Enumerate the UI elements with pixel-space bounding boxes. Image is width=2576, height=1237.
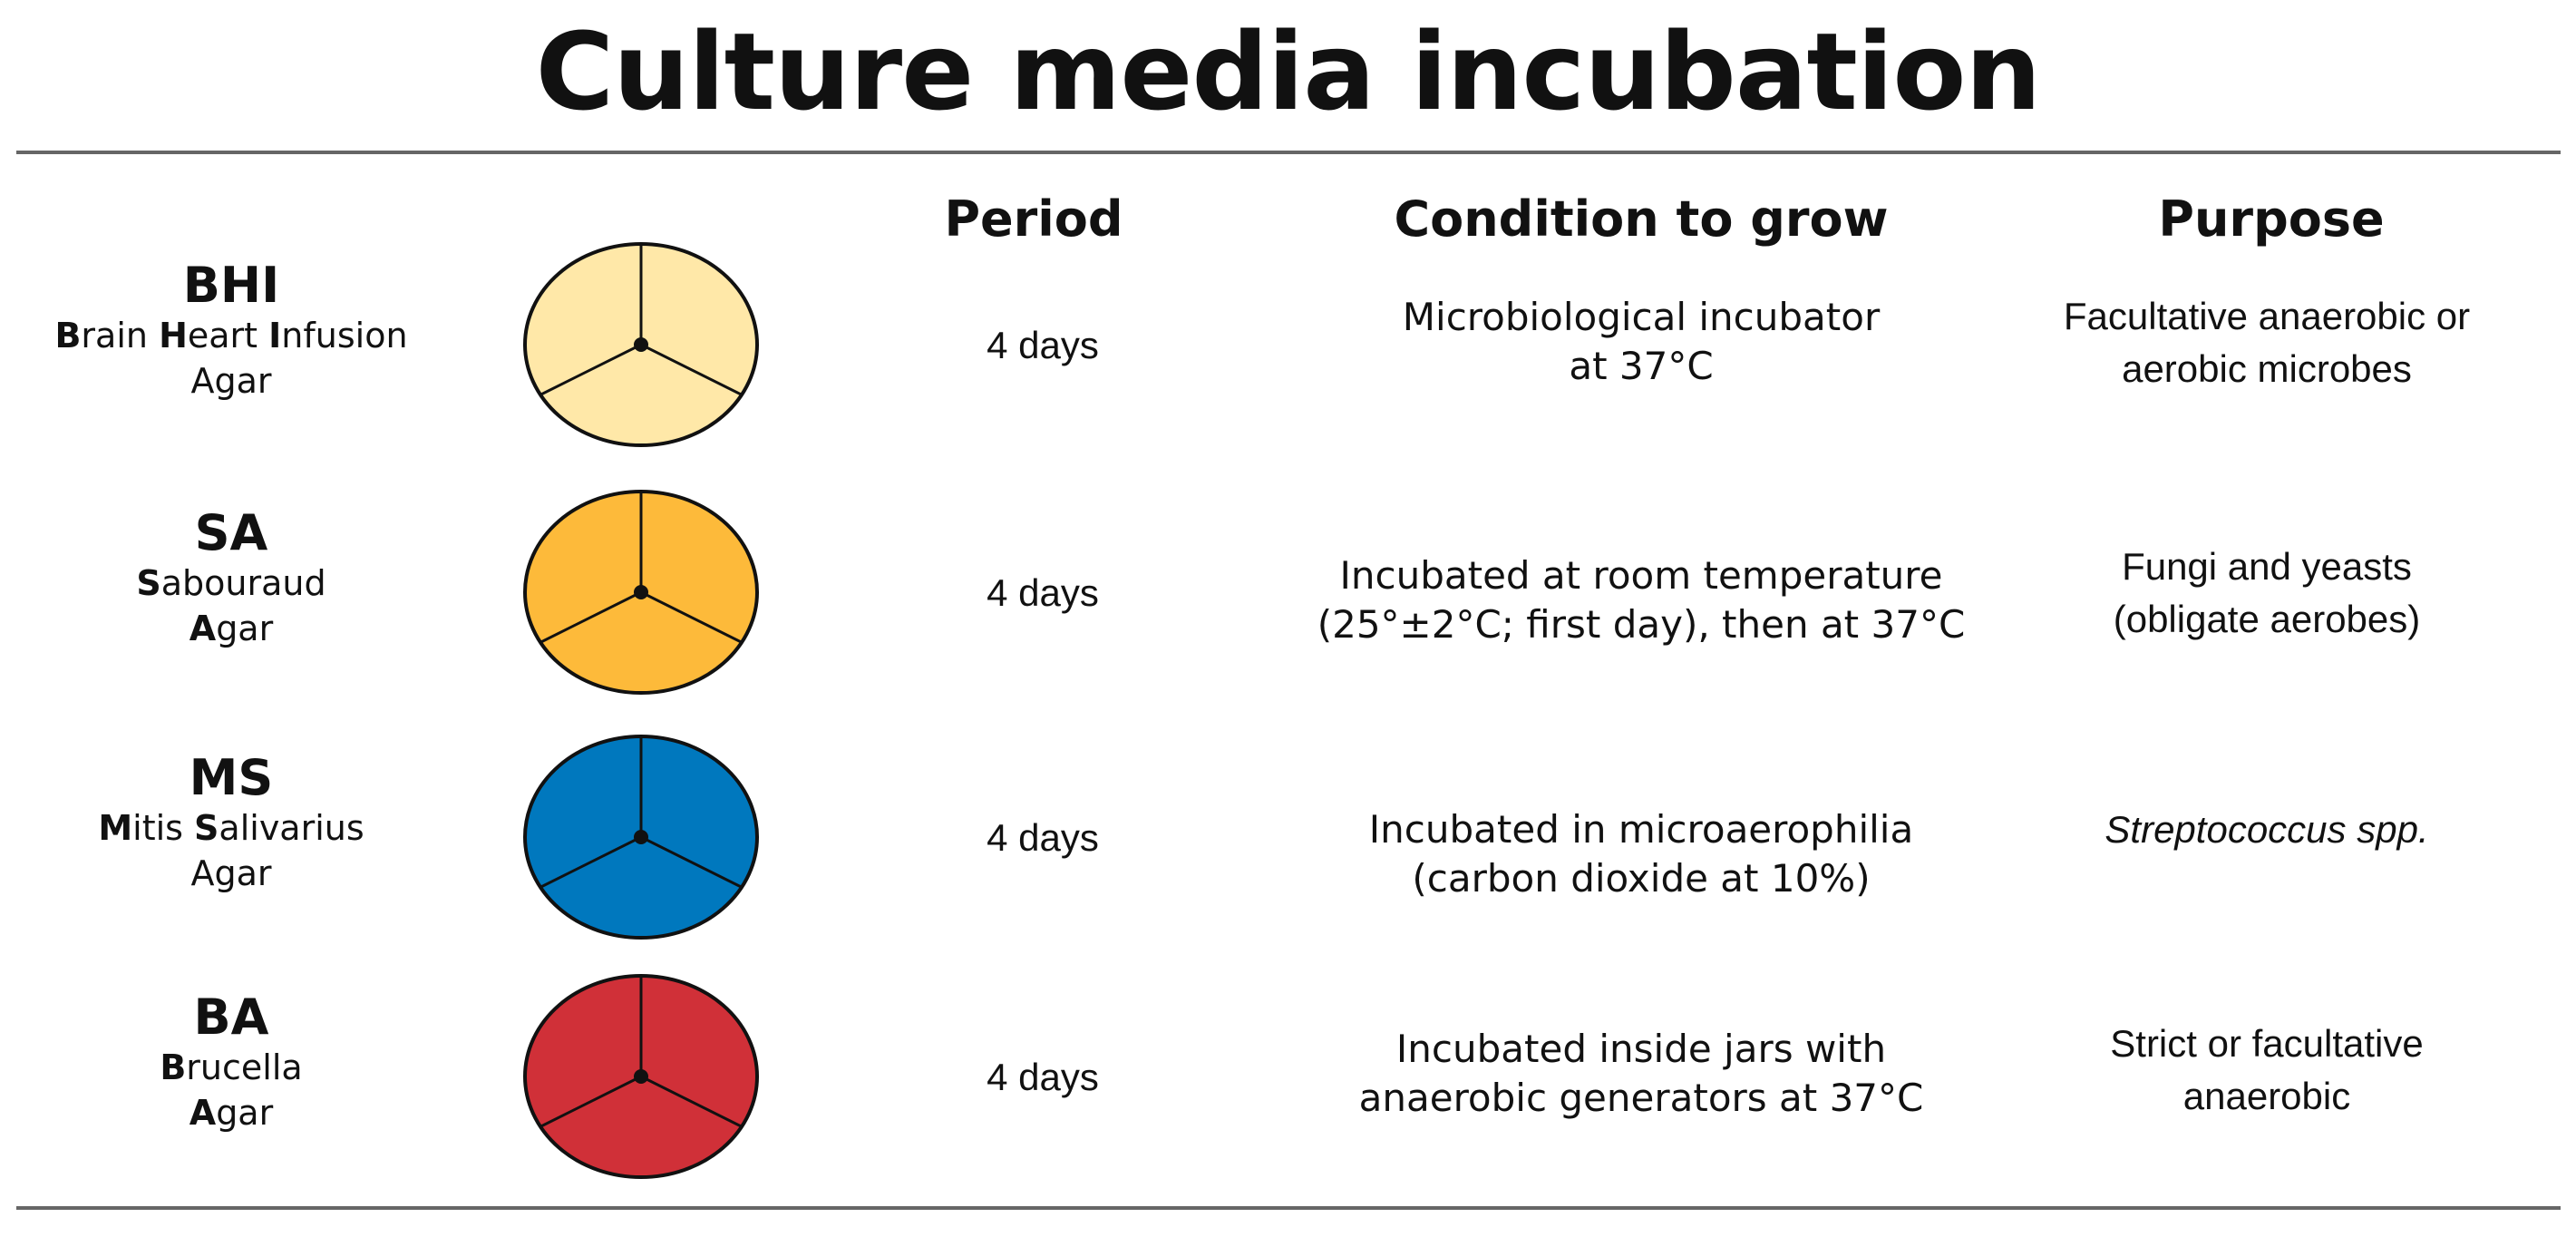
petri-plate-icon — [523, 490, 759, 695]
media-full-name-line2: Agar — [190, 853, 272, 893]
plate-center-dot — [634, 337, 648, 352]
purpose-text: Fungi and yeasts (obligate aerobes) — [2113, 545, 2421, 640]
media-row: MS Mitis Salivarius Agar 4 days Incubated in… — [0, 733, 2576, 978]
plate-sector-line — [539, 835, 642, 889]
page-title: Culture media incubation — [535, 9, 2042, 134]
top-divider — [16, 151, 2561, 154]
petri-plate-icon — [523, 974, 759, 1179]
column-header-purpose: Purpose — [2158, 190, 2385, 248]
condition-text: Incubated inside jars with anaerobic gene… — [1358, 1027, 1924, 1120]
media-abbreviation: BHI — [182, 257, 280, 314]
media-full-name-line2: Agar — [190, 361, 272, 401]
period-value: 4 days — [987, 1056, 1099, 1098]
media-name: SA Sabouraud Agar — [0, 506, 462, 651]
media-abbreviation: BA — [193, 989, 269, 1046]
petri-plate-icon — [523, 735, 759, 940]
plate-sector-line — [539, 590, 642, 644]
period-value: 4 days — [987, 816, 1099, 859]
plate-sector-line — [640, 1075, 744, 1128]
media-full-name-line2: Agar — [189, 609, 274, 648]
period-value: 4 days — [987, 571, 1099, 614]
plate-center-dot — [634, 830, 648, 844]
plate-sector-line — [640, 590, 744, 644]
condition-text: Incubated at room temperature (25°±2°C; f… — [1317, 553, 1966, 647]
media-full-name: Mitis Salivarius — [98, 808, 365, 848]
media-abbreviation: MS — [189, 749, 274, 806]
bottom-divider — [16, 1206, 2561, 1210]
media-full-name: Brucella — [160, 1047, 303, 1087]
plate-sector-line — [539, 343, 642, 396]
media-row: BA Brucella Agar 4 days Incubated inside jar… — [0, 972, 2576, 1217]
purpose-text: Strict or facultative anaerobic — [2110, 1022, 2424, 1117]
media-full-name: Sabouraud — [136, 563, 326, 603]
purpose-text: Streptococcus spp. — [2105, 808, 2429, 851]
media-full-name-line2: Agar — [189, 1093, 274, 1133]
plate-sector-line — [640, 343, 744, 396]
column-header-period: Period — [944, 190, 1123, 248]
plate-sector-line — [539, 1075, 642, 1128]
media-abbreviation: SA — [194, 504, 268, 561]
media-name: BA Brucella Agar — [0, 990, 462, 1135]
media-row: SA Sabouraud Agar 4 days Incubated at room t… — [0, 488, 2576, 733]
media-name: BHI Brain Heart Infusion Agar — [0, 258, 462, 404]
column-header-condition: Condition to grow — [1394, 190, 1889, 248]
period-value: 4 days — [987, 324, 1099, 366]
plate-center-dot — [634, 585, 648, 599]
petri-plate-icon — [523, 242, 759, 447]
condition-text: Microbiological incubator at 37°C — [1402, 295, 1881, 388]
plate-sector-line — [640, 835, 744, 889]
media-name: MS Mitis Salivarius Agar — [0, 751, 462, 896]
media-full-name: Brain Heart Infusion — [54, 316, 408, 356]
purpose-text: Facultative anaerobic or aerobic microbes — [2063, 295, 2471, 390]
media-row: BHI Brain Heart Infusion Agar 4 days Microbi… — [0, 240, 2576, 485]
condition-text: Incubated in microaerophilia (carbon diox… — [1368, 807, 1914, 901]
plate-center-dot — [634, 1069, 648, 1084]
